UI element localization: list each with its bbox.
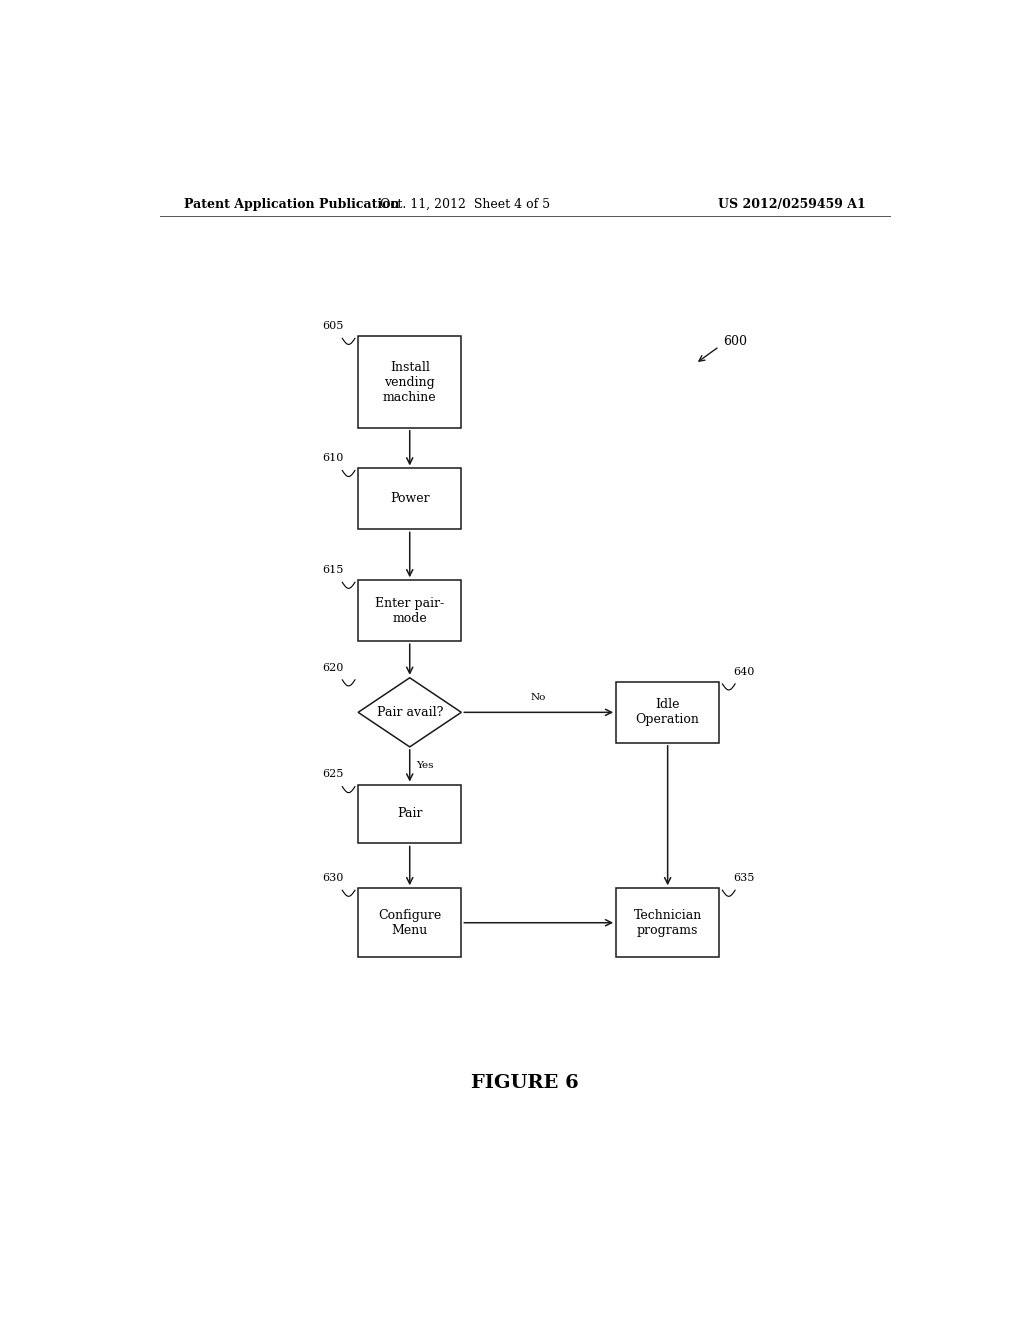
FancyBboxPatch shape: [358, 337, 461, 428]
Text: 640: 640: [733, 667, 755, 677]
FancyBboxPatch shape: [358, 888, 461, 957]
FancyBboxPatch shape: [358, 469, 461, 529]
Text: Pair avail?: Pair avail?: [377, 706, 443, 719]
FancyBboxPatch shape: [616, 888, 719, 957]
FancyBboxPatch shape: [358, 581, 461, 642]
Text: Configure
Menu: Configure Menu: [378, 908, 441, 937]
Text: 630: 630: [323, 873, 344, 883]
Text: Yes: Yes: [416, 762, 433, 770]
Text: 600: 600: [723, 335, 748, 348]
Text: 620: 620: [323, 663, 344, 673]
Polygon shape: [358, 677, 461, 747]
Text: Technician
programs: Technician programs: [634, 908, 701, 937]
Text: Power: Power: [390, 492, 429, 506]
Text: No: No: [531, 693, 547, 702]
Text: Patent Application Publication: Patent Application Publication: [183, 198, 399, 211]
Text: Oct. 11, 2012  Sheet 4 of 5: Oct. 11, 2012 Sheet 4 of 5: [380, 198, 550, 211]
Text: US 2012/0259459 A1: US 2012/0259459 A1: [718, 198, 866, 211]
Text: 605: 605: [323, 321, 344, 331]
Text: 635: 635: [733, 873, 755, 883]
Text: Install
vending
machine: Install vending machine: [383, 360, 436, 404]
Text: FIGURE 6: FIGURE 6: [471, 1074, 579, 1093]
Text: Pair: Pair: [397, 808, 423, 821]
FancyBboxPatch shape: [358, 784, 461, 843]
Text: 615: 615: [323, 565, 344, 576]
Text: Enter pair-
mode: Enter pair- mode: [375, 597, 444, 624]
Text: 625: 625: [323, 770, 344, 779]
FancyBboxPatch shape: [616, 682, 719, 743]
Text: 610: 610: [323, 453, 344, 463]
Text: Idle
Operation: Idle Operation: [636, 698, 699, 726]
